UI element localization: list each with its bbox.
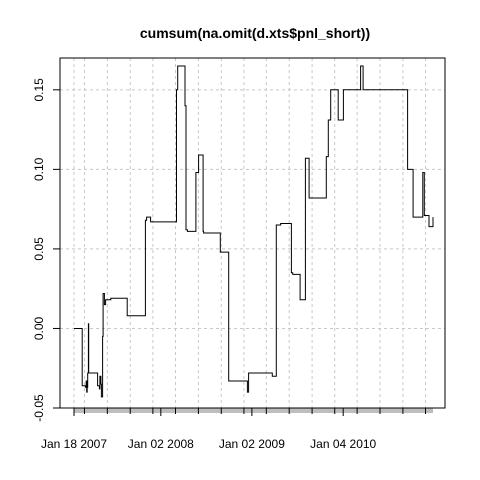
x-tick-label: Jan 04 2010 bbox=[310, 437, 376, 451]
plot-frame bbox=[59, 57, 446, 409]
grid bbox=[60, 58, 445, 409]
date-band-bar bbox=[74, 408, 433, 413]
date-band bbox=[74, 407, 433, 413]
y-tick-label: 0.05 bbox=[32, 237, 46, 261]
x-tick-label: Jan 18 2007 bbox=[41, 437, 107, 451]
y-tick-label: 0.00 bbox=[32, 316, 46, 340]
x-tick-label: Jan 02 2009 bbox=[219, 437, 285, 451]
y-axis: -0.05 0.00 0.05 0.10 0.15 bbox=[32, 78, 60, 422]
y-tick-label: -0.05 bbox=[32, 394, 46, 422]
y-tick-label: 0.10 bbox=[32, 157, 46, 181]
y-tick-label: 0.15 bbox=[32, 78, 46, 102]
series-line bbox=[74, 65, 434, 398]
x-tick-label: Jan 02 2008 bbox=[128, 437, 194, 451]
chart-title: cumsum(na.omit(d.xts$pnl_short)) bbox=[140, 25, 370, 41]
x-axis: Jan 18 2007 Jan 02 2008 Jan 02 2009 Jan 04 … bbox=[41, 408, 427, 451]
